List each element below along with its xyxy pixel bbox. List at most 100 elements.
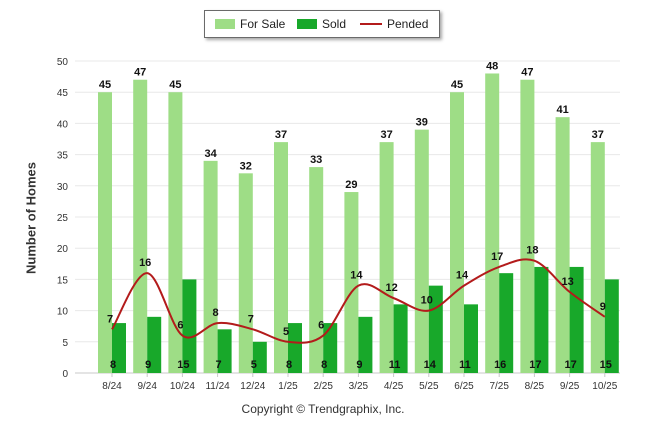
for-sale-bar <box>238 173 253 373</box>
for-sale-value-label: 33 <box>310 154 322 166</box>
sold-bar <box>288 323 302 373</box>
sold-bar <box>217 329 232 373</box>
x-tick-label: 4/25 <box>384 381 404 392</box>
for-sale-value-label: 45 <box>169 79 181 91</box>
sold-bar <box>393 304 408 373</box>
pended-value-label: 5 <box>283 326 289 338</box>
for-sale-bar <box>168 92 183 373</box>
pended-value-label: 18 <box>526 245 538 257</box>
for-sale-swatch <box>215 19 235 29</box>
pended-value-label: 6 <box>177 320 183 332</box>
sold-bar <box>182 279 197 373</box>
y-tick-label: 25 <box>57 213 69 224</box>
x-tick-label: 6/25 <box>454 381 474 392</box>
y-tick-label: 10 <box>57 307 69 318</box>
x-tick-label: 11/24 <box>205 381 230 392</box>
pended-swatch <box>360 23 382 25</box>
x-tick-label: 3/25 <box>349 381 369 392</box>
legend-item-pended[interactable]: Pended <box>360 11 428 37</box>
legend-label-pended: Pended <box>387 17 429 31</box>
for-sale-bar <box>309 167 324 373</box>
sold-swatch <box>297 19 317 29</box>
sold-value-label: 9 <box>145 359 151 371</box>
for-sale-bar <box>98 92 112 373</box>
sold-bar <box>323 323 338 373</box>
for-sale-value-label: 29 <box>345 179 357 191</box>
for-sale-value-label: 34 <box>204 148 217 160</box>
for-sale-value-label: 47 <box>134 67 146 79</box>
pended-value-label: 14 <box>350 270 363 282</box>
y-tick-label: 20 <box>57 244 69 255</box>
for-sale-bar <box>414 129 429 373</box>
y-tick-label: 40 <box>57 119 69 130</box>
for-sale-value-label: 37 <box>275 129 287 141</box>
for-sale-value-label: 37 <box>592 129 604 141</box>
x-tick-label: 9/25 <box>560 381 580 392</box>
for-sale-value-label: 41 <box>556 104 568 116</box>
for-sale-value-label: 39 <box>416 117 428 129</box>
for-sale-bar <box>450 92 464 373</box>
sold-bar <box>147 316 162 373</box>
for-sale-value-label: 45 <box>451 79 463 91</box>
x-tick-label: 9/24 <box>137 381 157 392</box>
y-tick-label: 30 <box>57 182 69 193</box>
legend-item-for-sale[interactable]: For Sale <box>215 11 285 37</box>
for-sale-value-label: 32 <box>240 160 252 172</box>
y-tick-label: 15 <box>57 275 69 286</box>
sold-value-label: 8 <box>321 359 327 371</box>
pended-value-label: 6 <box>318 320 324 332</box>
x-tick-label: 7/25 <box>489 381 509 392</box>
sold-value-label: 15 <box>600 359 612 371</box>
sold-bar <box>358 316 373 373</box>
for-sale-bar <box>590 142 605 373</box>
y-axis-label: Number of Homes <box>23 162 39 274</box>
sold-value-label: 7 <box>216 359 222 371</box>
pended-value-label: 13 <box>561 276 573 288</box>
x-tick-label: 1/25 <box>278 381 298 392</box>
pended-value-label: 16 <box>139 257 151 269</box>
x-tick-label: 10/24 <box>170 381 195 392</box>
pended-line <box>111 258 606 344</box>
sold-bar <box>428 285 443 373</box>
for-sale-bar <box>344 192 359 373</box>
pended-value-label: 7 <box>248 313 254 325</box>
sold-bar <box>252 341 267 373</box>
x-tick-label: 5/25 <box>419 381 439 392</box>
sold-value-label: 17 <box>564 359 576 371</box>
sold-bar <box>499 273 514 373</box>
for-sale-bar <box>379 142 394 373</box>
pended-value-label: 10 <box>421 295 433 307</box>
for-sale-bar <box>520 79 535 373</box>
sold-value-label: 5 <box>251 359 257 371</box>
for-sale-bar <box>555 117 570 373</box>
x-tick-label: 8/25 <box>525 381 545 392</box>
sold-value-label: 17 <box>529 359 541 371</box>
x-tick-label: 10/25 <box>592 381 617 392</box>
pended-value-label: 14 <box>456 270 469 282</box>
pended-value-label: 17 <box>491 251 503 263</box>
sold-bar <box>604 279 619 373</box>
for-sale-bar <box>274 142 288 373</box>
for-sale-bar <box>133 79 148 373</box>
copyright-text: Copyright © Trendgraphix, Inc. <box>241 402 405 416</box>
legend-item-sold[interactable]: Sold <box>297 11 346 37</box>
sold-value-label: 11 <box>389 359 401 371</box>
sold-value-label: 8 <box>286 359 292 371</box>
legend-label-for-sale: For Sale <box>240 17 286 31</box>
for-sale-value-label: 45 <box>99 79 111 91</box>
sold-value-label: 11 <box>459 359 471 371</box>
y-tick-label: 50 <box>57 57 69 68</box>
sold-value-label: 16 <box>494 359 506 371</box>
sold-value-label: 14 <box>424 359 437 371</box>
sold-bar <box>534 266 549 373</box>
sold-value-label: 15 <box>177 359 189 371</box>
bars-layer <box>98 73 619 373</box>
sold-value-label: 9 <box>356 359 362 371</box>
legend-label-sold: Sold <box>322 17 347 31</box>
y-tick-label: 0 <box>62 369 68 380</box>
x-axis-ticks: 8/24 9/24 10/24 11/24 12/24 1/25 2/25 3/25 4/25 5… <box>102 373 618 392</box>
y-tick-label: 35 <box>57 151 69 162</box>
data-labels-layer: 45 8 47 9 45 15 34 7 32 5 37 8 33 8 29 9 37 11 39 14 45 11 48 1… <box>99 60 612 371</box>
pended-value-label: 9 <box>600 301 606 313</box>
